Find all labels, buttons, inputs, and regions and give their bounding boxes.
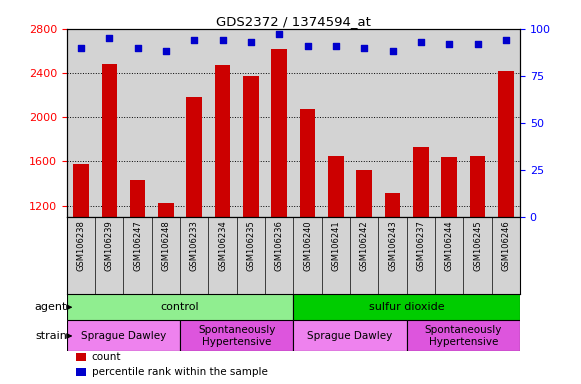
Text: sulfur dioxide: sulfur dioxide <box>369 302 444 312</box>
Bar <box>158 204 174 217</box>
Bar <box>243 76 259 217</box>
Point <box>218 37 227 43</box>
Title: GDS2372 / 1374594_at: GDS2372 / 1374594_at <box>216 15 371 28</box>
Bar <box>385 194 400 217</box>
Point <box>162 48 171 55</box>
Bar <box>102 64 117 217</box>
Text: Sprague Dawley: Sprague Dawley <box>307 331 393 341</box>
Text: GSM106245: GSM106245 <box>473 220 482 271</box>
Point <box>416 39 425 45</box>
Point <box>473 41 482 47</box>
Point <box>105 35 114 41</box>
Text: GSM106239: GSM106239 <box>105 220 114 271</box>
Bar <box>76 367 86 376</box>
Text: strain: strain <box>35 331 67 341</box>
Text: GSM106241: GSM106241 <box>331 220 340 271</box>
Bar <box>215 65 231 217</box>
Bar <box>76 353 86 361</box>
Bar <box>130 180 145 217</box>
Point <box>133 45 142 51</box>
Point <box>331 43 340 49</box>
Bar <box>293 294 520 321</box>
Text: GSM106244: GSM106244 <box>444 220 454 271</box>
Bar <box>442 157 457 217</box>
Text: GSM106234: GSM106234 <box>218 220 227 271</box>
Text: GSM106236: GSM106236 <box>275 220 284 271</box>
Text: GSM106237: GSM106237 <box>417 220 425 271</box>
Bar <box>67 321 180 351</box>
Point <box>303 43 312 49</box>
Point <box>360 45 369 51</box>
Point <box>444 41 454 47</box>
Point <box>275 31 284 38</box>
Text: Spontaneously
Hypertensive: Spontaneously Hypertensive <box>198 325 275 347</box>
Text: GSM106243: GSM106243 <box>388 220 397 271</box>
Bar <box>407 321 520 351</box>
Bar <box>73 164 89 217</box>
Bar <box>293 321 407 351</box>
Bar <box>328 156 344 217</box>
Bar <box>300 109 315 217</box>
Bar <box>356 170 372 217</box>
Point <box>388 48 397 55</box>
Text: GSM106242: GSM106242 <box>360 220 369 271</box>
Point <box>501 37 511 43</box>
Text: GSM106238: GSM106238 <box>77 220 85 271</box>
Bar <box>271 49 287 217</box>
Text: GSM106247: GSM106247 <box>133 220 142 271</box>
Bar <box>187 97 202 217</box>
Bar <box>180 321 293 351</box>
Point <box>246 39 256 45</box>
Bar <box>413 147 429 217</box>
Bar <box>469 156 485 217</box>
Point <box>76 45 85 51</box>
Text: GSM106246: GSM106246 <box>501 220 510 271</box>
Text: count: count <box>92 352 121 362</box>
Text: percentile rank within the sample: percentile rank within the sample <box>92 367 268 377</box>
Bar <box>67 294 293 321</box>
Bar <box>498 71 514 217</box>
Text: control: control <box>161 302 199 312</box>
Text: GSM106240: GSM106240 <box>303 220 312 271</box>
Text: GSM106248: GSM106248 <box>162 220 170 271</box>
Text: Sprague Dawley: Sprague Dawley <box>81 331 166 341</box>
Text: GSM106233: GSM106233 <box>190 220 199 271</box>
Text: agent: agent <box>34 302 67 312</box>
Text: Spontaneously
Hypertensive: Spontaneously Hypertensive <box>425 325 502 347</box>
Text: GSM106235: GSM106235 <box>246 220 256 271</box>
Point <box>189 37 199 43</box>
